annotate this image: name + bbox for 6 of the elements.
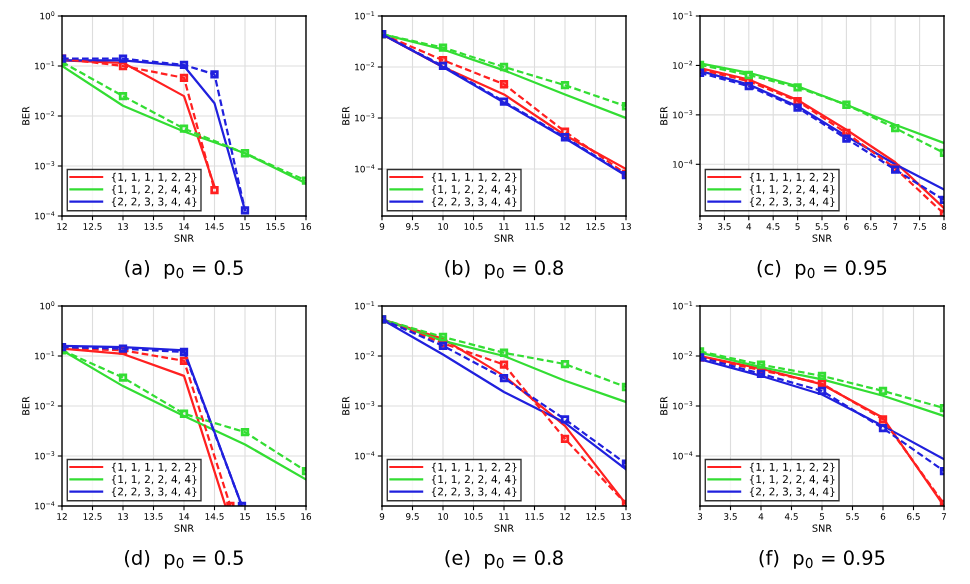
text: (c) p$_{0}$ = 0.95 bbox=[757, 260, 887, 279]
text: (f) p$_{0}$ = 0.95 bbox=[759, 550, 885, 569]
text: (a) p$_{0}$ = 0.5 bbox=[125, 260, 243, 279]
text: (e) p$_{0}$ = 0.8 bbox=[445, 550, 563, 569]
text: (b) p$_{0}$ = 0.8 bbox=[445, 260, 563, 279]
text: (d) p$_{0}$ = 0.5 bbox=[125, 550, 243, 569]
